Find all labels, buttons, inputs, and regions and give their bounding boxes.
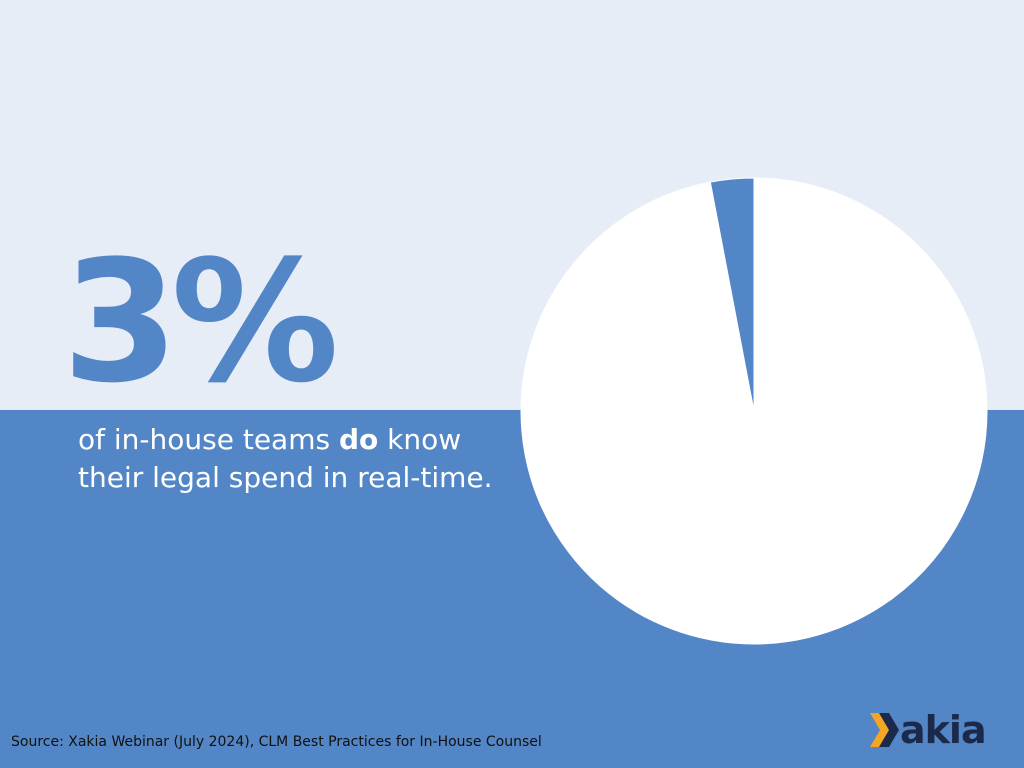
stat-value: 3% bbox=[62, 224, 339, 420]
caption-emphasis: do bbox=[338, 423, 379, 456]
caption-text-start: of in-house teams bbox=[78, 423, 339, 456]
source-note: Source: Xakia Webinar (July 2024), CLM B… bbox=[11, 734, 542, 750]
pie-chart bbox=[520, 177, 988, 645]
xakia-chevron-icon bbox=[870, 713, 899, 747]
logo-wordmark: akia bbox=[900, 708, 987, 752]
stat-caption: of in-house teams do know their legal sp… bbox=[78, 421, 518, 497]
caption-text-end: know their legal spend in real-time. bbox=[78, 423, 493, 494]
xakia-logo: akia bbox=[870, 708, 987, 752]
pie-slice-1 bbox=[709, 177, 755, 412]
